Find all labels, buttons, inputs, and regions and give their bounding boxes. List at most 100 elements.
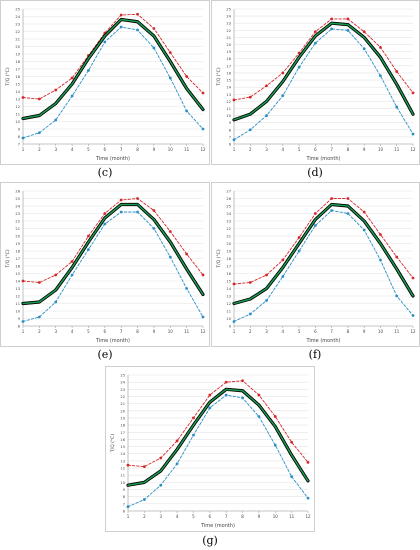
x-axis-label: Time (month) (95, 156, 130, 162)
data-point (379, 74, 382, 78)
x-tick-label: 1 (233, 329, 236, 334)
x-tick-label: 1 (22, 147, 25, 152)
data-point (136, 28, 139, 32)
x-tick-label: 9 (258, 514, 261, 519)
data-point (70, 273, 74, 277)
y-tick-label: 13 (15, 98, 20, 102)
x-tick-label: 11 (289, 514, 295, 519)
data-point (241, 379, 244, 383)
y-tick-label: 21 (226, 36, 231, 40)
series-line (22, 18, 204, 120)
x-tick-label: 12 (410, 329, 416, 334)
data-point (297, 249, 301, 253)
data-point (281, 275, 285, 278)
y-tick-label: 11 (120, 474, 125, 478)
data-point (232, 98, 236, 102)
x-tick-label: 2 (249, 147, 252, 152)
y-tick-label: 14 (15, 280, 20, 284)
y-tick-label: 12 (226, 302, 231, 306)
y-tick-label: 17 (226, 265, 231, 269)
data-point (208, 406, 212, 410)
data-point (168, 255, 172, 259)
x-tick-label: 3 (265, 147, 268, 152)
data-point (175, 439, 179, 443)
data-point (273, 415, 277, 418)
data-point (152, 209, 156, 212)
data-point (185, 75, 189, 78)
x-tick-label: 7 (330, 329, 333, 334)
y-tick-label: 21 (226, 235, 231, 239)
data-point (119, 210, 123, 214)
data-point (37, 281, 41, 284)
data-point (168, 230, 172, 233)
x-tick-label: 12 (200, 329, 206, 334)
x-tick-label: 8 (347, 329, 350, 334)
y-tick-label: 24 (226, 212, 231, 216)
y-tick-label: 25 (226, 8, 231, 12)
series-line (22, 13, 204, 100)
y-tick-label: 16 (226, 71, 231, 75)
data-point (248, 95, 252, 99)
x-tick-label: 3 (265, 329, 268, 334)
data-point (87, 69, 90, 72)
data-point (257, 415, 261, 418)
y-tick-label: 19 (15, 53, 20, 57)
y-tick-label: 18 (226, 257, 231, 261)
chart-panel-f: 9 10 11 12 13 14 15 16 17 18 19 20 21 22 23 24 25 26 27 1 2 3… (211, 182, 420, 362)
data-point (192, 433, 195, 437)
y-tick-label: 26 (15, 190, 20, 194)
y-tick-label: 7 (229, 135, 231, 139)
chart-panel-d: 6 7 8 9 10 11 12 13 14 15 16 17 18 19 20 21 22 23 24 25 1 2 3 4… (211, 0, 420, 180)
y-tick-label: 26 (226, 197, 231, 201)
y-tick-label: 22 (15, 220, 20, 224)
y-tick-label: 25 (226, 205, 231, 209)
x-tick-label: 11 (184, 147, 190, 152)
series-line (22, 26, 204, 139)
data-point (21, 279, 25, 283)
x-tick-label: 11 (394, 329, 400, 334)
x-tick-label: 4 (71, 329, 74, 334)
data-point (248, 312, 252, 316)
data-point (395, 70, 399, 73)
x-tick-label: 8 (241, 514, 244, 519)
data-point (297, 236, 301, 239)
y-tick-label: 12 (120, 467, 125, 471)
data-point (362, 47, 366, 51)
data-point (330, 209, 334, 212)
y-tick-label: 9 (229, 121, 232, 125)
chart-frame: 7 8 9 10 11 12 13 14 15 16 17 18 19 20 21 22 23 24 25 1 2 3 4 5… (0, 0, 210, 165)
y-tick-label: 22 (226, 227, 231, 231)
y-tick-label: 20 (15, 45, 20, 49)
data-point (313, 30, 317, 34)
x-tick-label: 2 (249, 329, 252, 334)
x-tick-label: 5 (298, 329, 301, 334)
y-tick-label: 25 (120, 374, 125, 378)
chart-frame: 9 10 11 12 13 14 15 16 17 18 19 20 21 22 23 24 25 26 27 1 2 3… (211, 182, 420, 347)
x-tick-label: 4 (282, 147, 285, 152)
data-point (306, 496, 310, 500)
y-tick-label: 12 (226, 100, 231, 104)
series-line (22, 203, 204, 305)
data-point (192, 416, 195, 420)
data-point (346, 212, 350, 215)
y-tick-label: 20 (226, 43, 231, 47)
x-tick-label: 2 (38, 147, 41, 152)
data-point (257, 393, 261, 397)
x-tick-label: 10 (378, 147, 384, 152)
x-tick-label: 12 (305, 514, 311, 519)
y-tick-label: 16 (15, 265, 20, 269)
y-axis-label: T/Q (°C) (5, 67, 11, 86)
x-tick-label: 5 (87, 147, 90, 152)
x-tick-label: 2 (38, 329, 41, 334)
data-point (290, 475, 294, 479)
data-point (306, 460, 310, 464)
y-tick-label: 19 (226, 50, 231, 54)
series-line (127, 388, 309, 486)
y-axis-label: T/Q (°C) (110, 434, 116, 453)
x-tick-label: 9 (363, 147, 366, 152)
data-point (241, 396, 244, 400)
x-tick-label: 6 (314, 147, 317, 152)
data-point (313, 212, 317, 215)
